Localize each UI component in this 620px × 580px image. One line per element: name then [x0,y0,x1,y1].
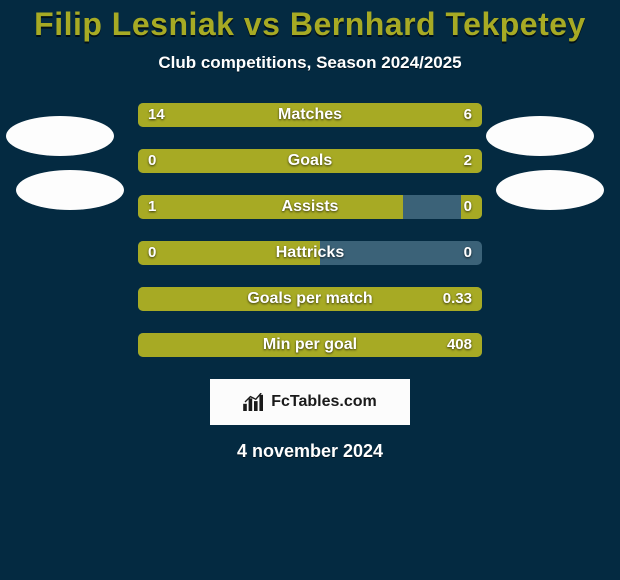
player-avatar-right-1 [486,116,594,156]
stat-value-left: 14 [148,103,165,127]
stat-row: Min per goal408 [138,333,482,357]
stat-row: Goals0 2 [138,149,482,173]
stat-value-right: 0 [464,195,472,219]
stat-value-left: 0 [148,149,156,173]
stat-label: Goals per match [138,287,482,311]
stat-label: Hattricks [138,241,482,265]
date-text: 4 november 2024 [0,441,620,462]
stat-value-right: 0 [464,241,472,265]
stat-value-left: 0 [148,241,156,265]
infographic-container: Filip Lesniak vs Bernhard Tekpetey Club … [0,0,620,580]
stat-value-right: 2 [464,149,472,173]
stat-value-right: 408 [447,333,472,357]
brand-text: FcTables.com [271,393,377,411]
subtitle: Club competitions, Season 2024/2025 [0,53,620,73]
brand-chart-icon [243,393,265,411]
stat-label: Goals [138,149,482,173]
stat-row: Assists1 0 [138,195,482,219]
stat-label: Min per goal [138,333,482,357]
stat-value-right: 0.33 [443,287,472,311]
player-avatar-left-2 [16,170,124,210]
stat-label: Assists [138,195,482,219]
stat-row: Matches14 6 [138,103,482,127]
stat-value-right: 6 [464,103,472,127]
stat-row: Goals per match0.33 [138,287,482,311]
player-avatar-left-1 [6,116,114,156]
stat-row: Hattricks0 0 [138,241,482,265]
page-title: Filip Lesniak vs Bernhard Tekpetey [0,0,620,43]
stat-value-left: 1 [148,195,156,219]
brand-box: FcTables.com [210,379,410,425]
player-avatar-right-2 [496,170,604,210]
stat-label: Matches [138,103,482,127]
